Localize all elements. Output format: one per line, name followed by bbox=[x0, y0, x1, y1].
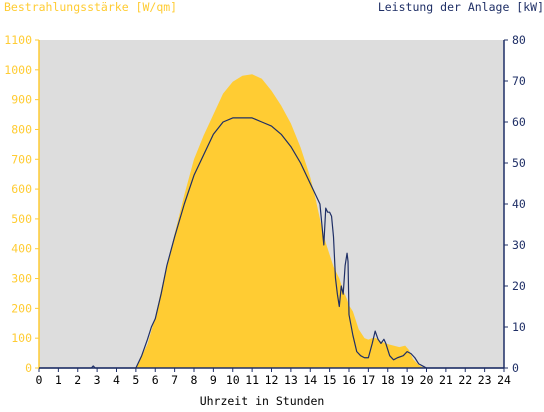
x-tick-label: 19 bbox=[400, 373, 414, 387]
y-left-axis-title: Bestrahlungsstärke [W/qm] bbox=[4, 0, 177, 14]
x-tick-label: 10 bbox=[226, 373, 240, 387]
x-tick-label: 6 bbox=[152, 373, 159, 387]
y-right-tick-label: 40 bbox=[512, 197, 526, 211]
x-tick-label: 1 bbox=[55, 373, 62, 387]
y-right-tick-label: 20 bbox=[512, 279, 526, 293]
irradiance-area-layer bbox=[39, 74, 504, 368]
power-line-layer bbox=[39, 117, 504, 369]
x-tick-label: 9 bbox=[210, 373, 217, 387]
y-left-tick-label: 500 bbox=[11, 212, 32, 226]
x-tick-label: 14 bbox=[303, 373, 317, 387]
power-line bbox=[39, 117, 504, 369]
x-tick-label: 2 bbox=[74, 373, 81, 387]
y-right-tick-label: 60 bbox=[512, 115, 526, 129]
x-tick-label: 3 bbox=[94, 373, 101, 387]
x-tick-label: 24 bbox=[497, 373, 511, 387]
x-tick-label: 22 bbox=[458, 373, 472, 387]
x-tick-label: 13 bbox=[284, 373, 298, 387]
y-right-tick-label: 70 bbox=[512, 74, 526, 88]
x-tick-label: 23 bbox=[478, 373, 492, 387]
x-tick-label: 11 bbox=[245, 373, 259, 387]
y-left-tick-label: 300 bbox=[11, 272, 32, 286]
x-tick-labels: 0 1 2 3 4 5 6 7 8 9 10 11 12 13 14 15 16 17 18 19 20 21 22 23 24 bbox=[36, 368, 511, 387]
y-left-tick-label: 800 bbox=[11, 122, 32, 136]
x-tick-label: 4 bbox=[113, 373, 120, 387]
x-tick-label: 7 bbox=[171, 373, 178, 387]
x-tick-label: 17 bbox=[361, 373, 375, 387]
y-left-tick-label: 900 bbox=[11, 93, 32, 107]
x-tick-label: 12 bbox=[265, 373, 279, 387]
y-right-tick-labels: 0 10 20 30 40 50 60 70 80 bbox=[504, 33, 526, 375]
y-left-tick-label: 1100 bbox=[4, 33, 32, 47]
x-tick-label: 16 bbox=[342, 373, 356, 387]
y-right-tick-label: 50 bbox=[512, 156, 526, 170]
x-tick-label: 0 bbox=[36, 373, 43, 387]
x-tick-label: 15 bbox=[323, 373, 337, 387]
y-left-tick-label: 700 bbox=[11, 152, 32, 166]
y-right-tick-label: 10 bbox=[512, 320, 526, 334]
y-right-tick-label: 30 bbox=[512, 238, 526, 252]
y-right-tick-label: 80 bbox=[512, 33, 526, 47]
x-tick-label: 8 bbox=[191, 373, 198, 387]
x-tick-label: 21 bbox=[439, 373, 453, 387]
x-axis-title: Uhrzeit in Stunden bbox=[200, 394, 325, 408]
x-tick-label: 20 bbox=[420, 373, 434, 387]
y-left-tick-label: 1000 bbox=[4, 63, 32, 77]
irradiance-area bbox=[39, 74, 504, 368]
x-tick-label: 5 bbox=[132, 373, 139, 387]
y-left-tick-label: 100 bbox=[11, 331, 32, 345]
y-left-tick-label: 400 bbox=[11, 242, 32, 256]
y-right-tick-label: 0 bbox=[512, 361, 519, 375]
y-left-tick-label: 600 bbox=[11, 182, 32, 196]
y-left-tick-labels: 0 100 200 300 400 500 600 700 800 900 1000 1100 bbox=[4, 33, 39, 375]
x-tick-label: 18 bbox=[381, 373, 395, 387]
y-left-tick-label: 0 bbox=[25, 361, 32, 375]
y-right-axis-title: Leistung der Anlage [kW] bbox=[378, 0, 544, 14]
y-left-tick-label: 200 bbox=[11, 301, 32, 315]
